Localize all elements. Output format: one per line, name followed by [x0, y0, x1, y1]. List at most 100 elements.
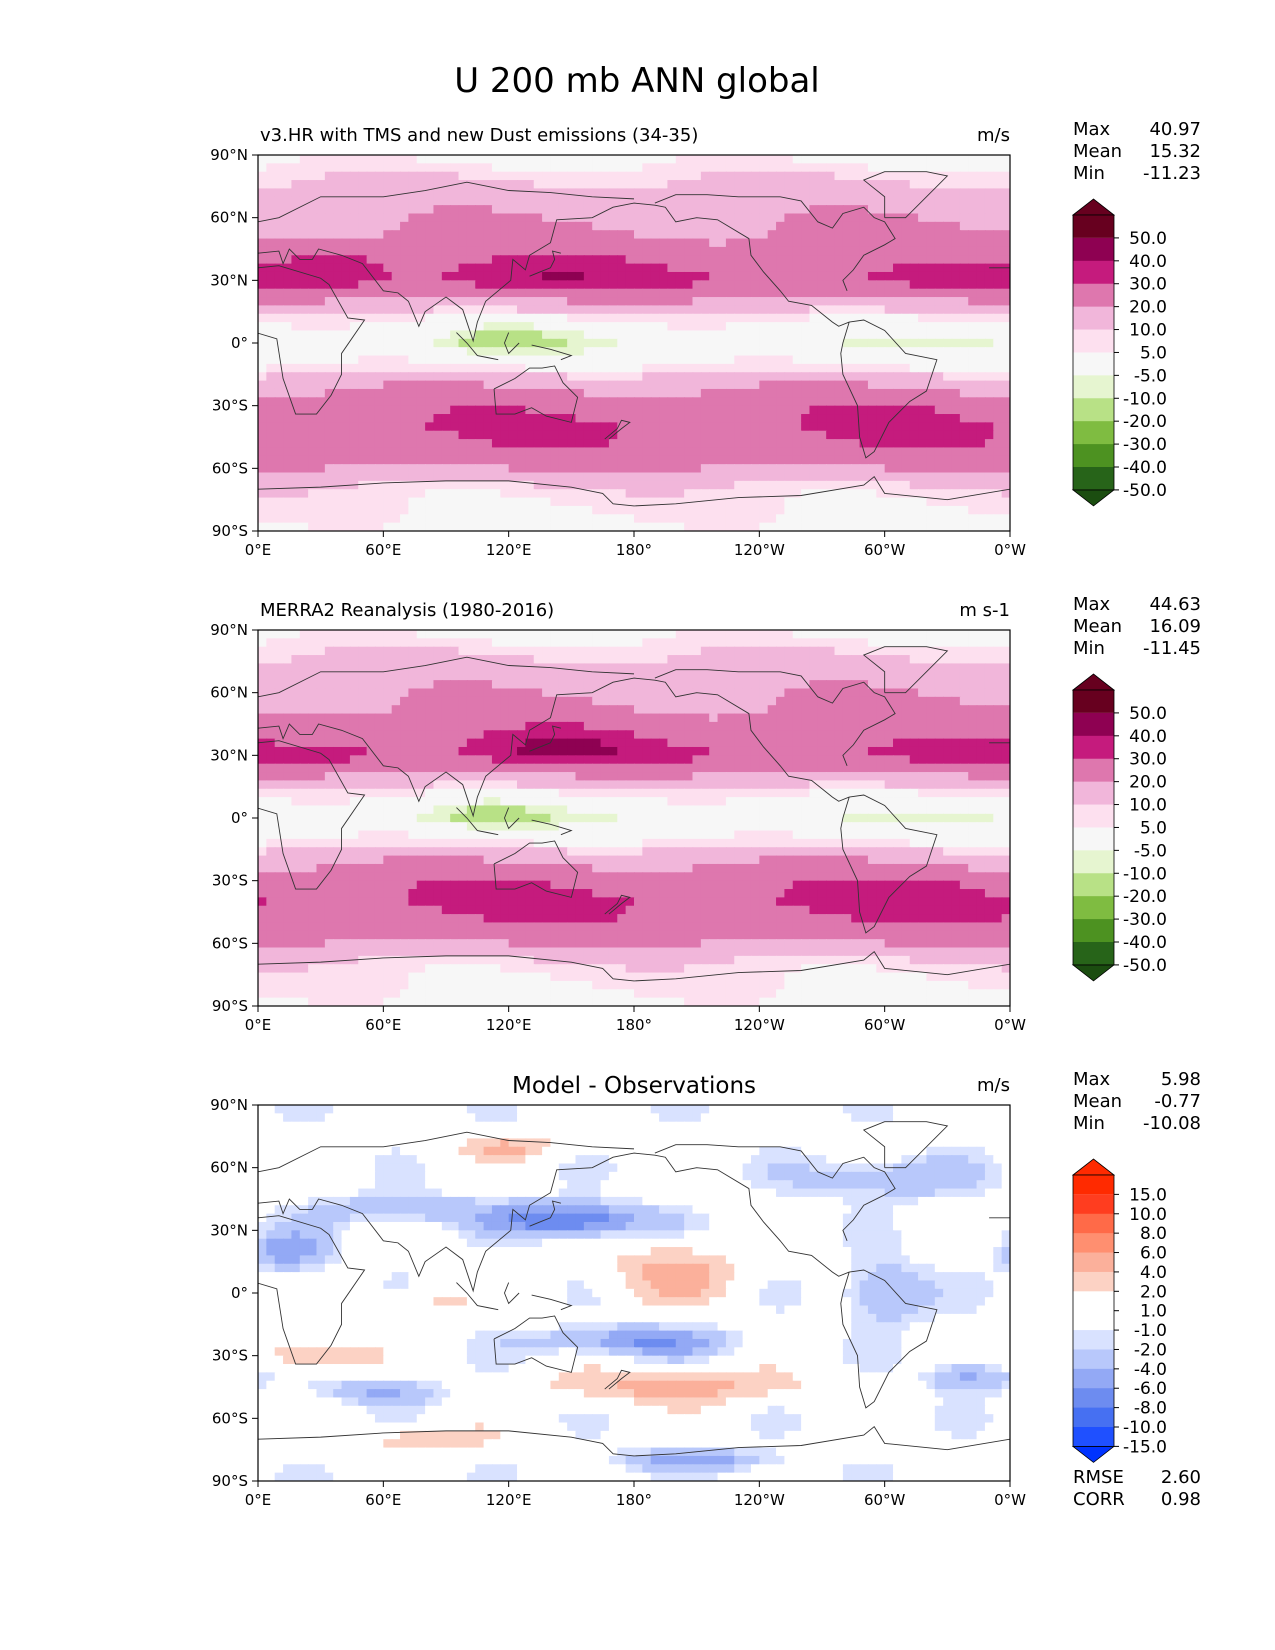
- coastline: [456, 1282, 499, 1311]
- colorbar-segment: [1073, 873, 1114, 897]
- coastline: [258, 740, 366, 890]
- colorbar-segment: [1073, 1233, 1114, 1254]
- colorbar: 15.010.08.06.04.02.01.0-1.0-2.0-4.0-6.0-…: [1071, 1158, 1167, 1463]
- panel-2: MERRA2 Reanalysis (1980-2016) m s-1 0°E 60°…: [210, 594, 1201, 1034]
- coastlines: [258, 1121, 1010, 1457]
- colorbar-tick-label: 40.0: [1129, 252, 1167, 272]
- colorbar-segment: [1073, 1291, 1114, 1312]
- colorbar-segment: [1073, 827, 1114, 851]
- contour-field: [258, 1105, 1010, 1481]
- stat-value: -11.23: [1143, 163, 1201, 184]
- colorbar-tick-label: -15.0: [1123, 1437, 1167, 1457]
- colorbar-extend-bottom: [1071, 1445, 1116, 1463]
- colorbar-segment: [1073, 712, 1114, 737]
- coastline: [529, 1200, 561, 1227]
- colorbar-segment: [1073, 1368, 1114, 1389]
- extra-stat-value: 2.60: [1161, 1467, 1201, 1488]
- panels: v3.HR with TMS and new Dust emissions (3…: [210, 119, 1201, 1510]
- y-tick-label: 90°S: [212, 997, 248, 1015]
- coastline: [258, 1152, 938, 1409]
- y-tick-label: 30°N: [210, 1221, 248, 1239]
- colorbar-tick-label: -50.0: [1123, 956, 1167, 976]
- colorbar-segment: [1073, 1213, 1114, 1234]
- units-label: m/s: [977, 125, 1010, 146]
- coastline: [258, 265, 366, 415]
- colorbar-tick-label: 2.0: [1140, 1282, 1167, 1302]
- colorbar-tick-label: 1.0: [1140, 1302, 1167, 1322]
- stat-label: Mean: [1073, 616, 1122, 637]
- figure-title: U 200 mb ANN global: [454, 61, 820, 101]
- colorbar-tick-label: 4.0: [1140, 1263, 1167, 1283]
- contour-field: [258, 630, 1010, 1006]
- coastline: [504, 807, 520, 830]
- coastline: [493, 365, 579, 423]
- x-tick-label: 0°W: [994, 1491, 1026, 1509]
- coastline: [862, 171, 949, 219]
- coastline: [258, 202, 938, 459]
- colorbar-segment: [1073, 237, 1114, 262]
- x-tick-label: 120°W: [734, 541, 785, 559]
- x-tick-label: 120°E: [486, 1491, 532, 1509]
- panel-title: v3.HR with TMS and new Dust emissions (3…: [260, 125, 698, 146]
- colorbar-tick-label: -4.0: [1134, 1360, 1167, 1380]
- colorbar-tick-label: -20.0: [1123, 412, 1167, 432]
- colorbar: 50.0 40.0 30.0 20.0 10.05.0 -5.0 -10.0 -20.0 -30…: [1071, 198, 1167, 507]
- colorbar-tick-label: 50.0: [1129, 704, 1167, 724]
- colorbar-tick-label: 20.0: [1129, 773, 1167, 793]
- colorbar-tick-label: 8.0: [1140, 1224, 1167, 1244]
- colorbar-segment: [1073, 1349, 1114, 1370]
- colorbar-segment: [1073, 690, 1114, 713]
- colorbar-tick-label: -50.0: [1123, 481, 1167, 501]
- x-tick-label: 0°E: [245, 541, 272, 559]
- coastline: [654, 1144, 896, 1241]
- colorbar-tick-label: -2.0: [1134, 1340, 1167, 1360]
- colorbar-segment: [1073, 467, 1114, 491]
- colorbar-extend-bottom: [1071, 489, 1116, 507]
- panel-3: Model - Observations m/s 0°E 60°E 120°E 180° 1…: [210, 1069, 1201, 1510]
- colorbar-segment: [1073, 398, 1114, 422]
- extra-stat-label: CORR: [1073, 1489, 1125, 1510]
- stat-value: 5.98: [1161, 1069, 1201, 1090]
- stat-label: Min: [1073, 638, 1105, 659]
- y-tick-label: 90°S: [212, 1472, 248, 1490]
- units-label: m/s: [977, 1075, 1010, 1096]
- colorbar-segment: [1073, 758, 1114, 783]
- colorbar-tick-label: 30.0: [1129, 275, 1167, 295]
- y-tick-label: 30°S: [212, 872, 248, 890]
- colorbar-tick-label: 30.0: [1129, 750, 1167, 770]
- y-tick-label: 90°N: [210, 146, 248, 164]
- colorbar-tick-label: -10.0: [1123, 1418, 1167, 1438]
- y-tick-label: 0°: [231, 809, 248, 827]
- colorbar-segment: [1073, 1310, 1114, 1331]
- coastline: [529, 250, 561, 277]
- stat-label: Mean: [1073, 141, 1122, 162]
- stat-value: 15.32: [1149, 141, 1201, 162]
- y-tick-label: 90°N: [210, 621, 248, 639]
- coastline: [604, 1369, 631, 1390]
- coastline: [258, 677, 938, 934]
- x-tick-label: 0°E: [245, 1491, 272, 1509]
- coastline: [531, 819, 573, 836]
- colorbar-tick-label: 10.0: [1129, 1205, 1167, 1225]
- stat-label: Mean: [1073, 1091, 1122, 1112]
- colorbar-segment: [1073, 421, 1114, 445]
- coastline: [258, 951, 1010, 982]
- coastline: [258, 476, 1010, 507]
- coastline: [504, 332, 520, 355]
- stat-value: 16.09: [1149, 616, 1201, 637]
- colorbar-segment: [1073, 1194, 1114, 1215]
- x-tick-label: 60°W: [864, 541, 906, 559]
- stat-value: -10.08: [1143, 1113, 1201, 1134]
- colorbar-segment: [1073, 306, 1114, 331]
- colorbar-segment: [1073, 804, 1114, 828]
- colorbar-segment: [1073, 283, 1114, 308]
- contour-field: [258, 155, 1010, 531]
- y-tick-label: 60°S: [212, 934, 248, 952]
- colorbar-segment: [1073, 781, 1114, 806]
- coastline: [604, 419, 631, 440]
- x-tick-label: 60°E: [365, 541, 401, 559]
- colorbar-extend-top: [1071, 198, 1116, 216]
- stat-value: -0.77: [1154, 1091, 1201, 1112]
- colorbar-tick-label: -40.0: [1123, 458, 1167, 478]
